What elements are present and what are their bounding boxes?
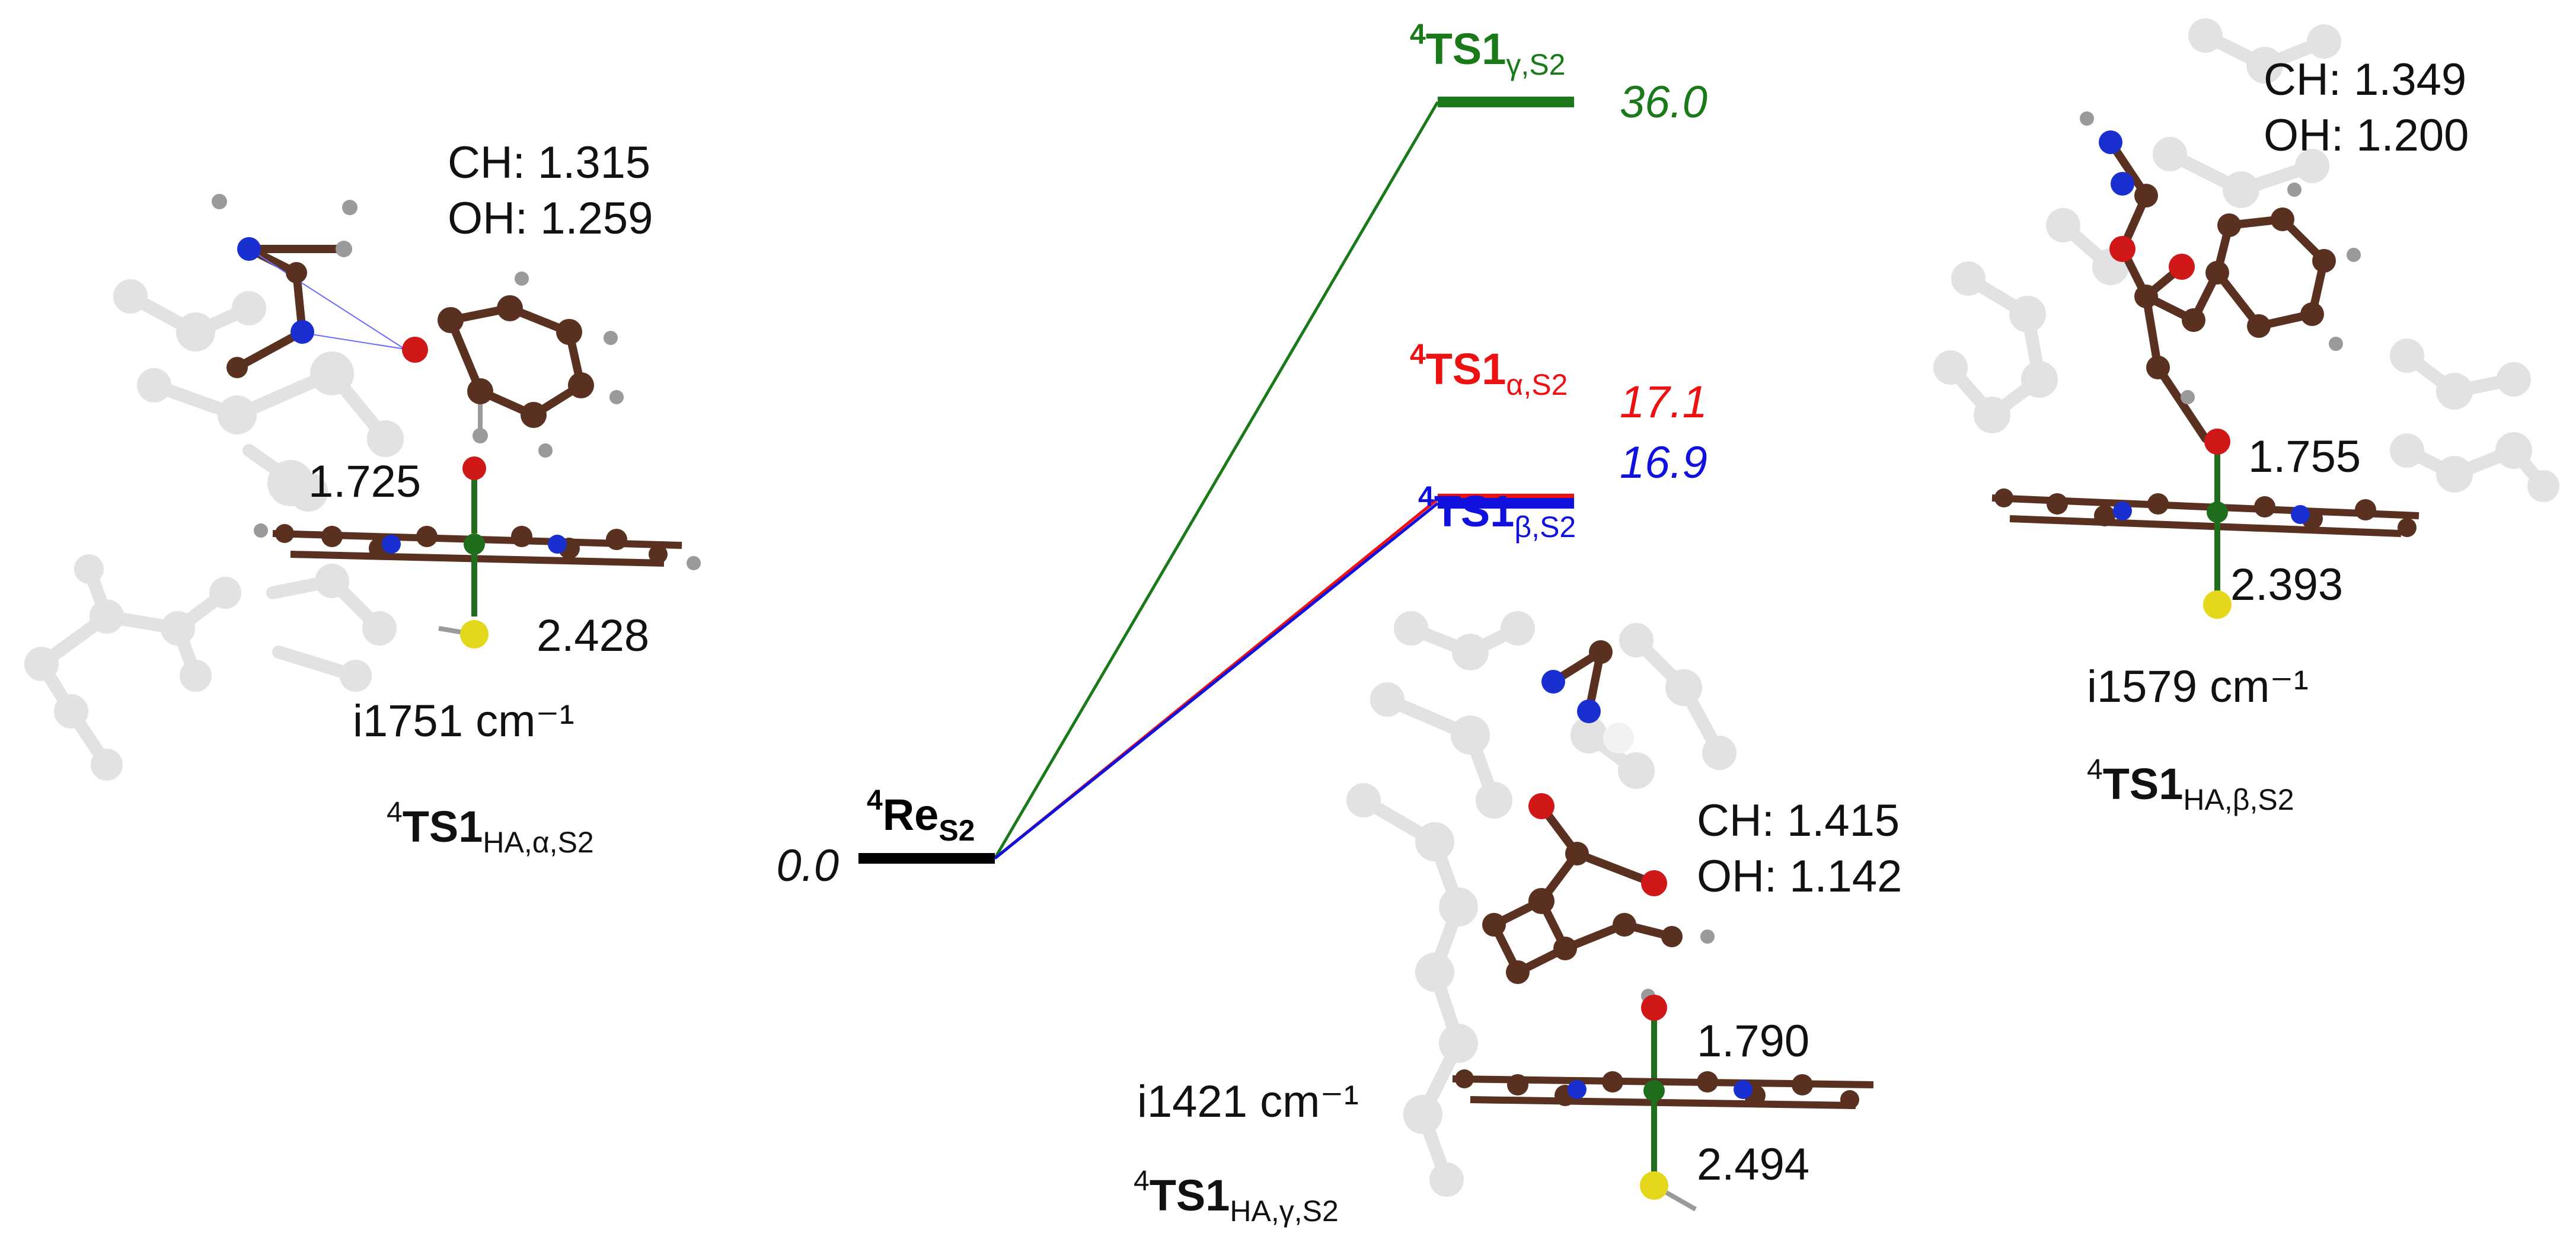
energy-diagram: 0.0 4ReS2 4TS1γ,S2 36.0 4TS1α,S2 17.1 16… (776, 19, 1707, 891)
molecule-beta-render (1933, 18, 2559, 619)
level-label-ts-gamma: 4TS1γ,S2 (1410, 19, 1565, 81)
alpha-ch-distance: CH: 1.315 (448, 138, 650, 188)
connector-lines (993, 101, 1439, 860)
beta-structure-name: 4TS1HA,β,S2 (2087, 754, 2294, 816)
beta-frequency: i1579 cm⁻¹ (2087, 662, 2309, 712)
level-label-ts-alpha: 4TS1α,S2 (1410, 339, 1568, 401)
level-energy-reactant: 0.0 (776, 841, 839, 891)
alpha-fe-s-distance: 2.428 (537, 611, 649, 661)
level-label-reactant: 4ReS2 (867, 785, 975, 847)
level-label-ts-beta: 4TS1β,S2 (1418, 481, 1576, 544)
beta-oh-distance: OH: 1.200 (2264, 110, 2469, 161)
structure-gamma: CH: 1.415 OH: 1.142 1.790 2.494 i1421 cm… (1134, 611, 1902, 1228)
gamma-structure-name: 4TS1HA,γ,S2 (1134, 1165, 1339, 1228)
beta-ch-distance: CH: 1.349 (2264, 55, 2466, 105)
gamma-oh-distance: OH: 1.142 (1697, 851, 1902, 902)
gamma-fe-s-distance: 2.494 (1697, 1139, 1809, 1190)
molecule-gamma-render (1346, 611, 1874, 1212)
gamma-fe-o-distance: 1.790 (1697, 1016, 1809, 1066)
level-energy-ts-alpha: 17.1 (1620, 377, 1707, 427)
level-energy-ts-beta: 16.9 (1620, 437, 1707, 488)
alpha-oh-distance: OH: 1.259 (448, 193, 653, 244)
beta-fe-o-distance: 1.755 (2248, 432, 2361, 482)
alpha-fe-o-distance: 1.725 (308, 456, 421, 507)
alpha-frequency: i1751 cm⁻¹ (353, 696, 574, 746)
alpha-structure-name: 4TS1HA,α,S2 (387, 797, 594, 859)
connector-reactant-to-ts_gamma (993, 101, 1439, 860)
gamma-ch-distance: CH: 1.415 (1697, 796, 1900, 846)
beta-fe-s-distance: 2.393 (2230, 560, 2343, 610)
structure-beta: CH: 1.349 OH: 1.200 1.755 2.393 i1579 cm… (1933, 18, 2559, 816)
level-energy-ts-gamma: 36.0 (1620, 77, 1707, 127)
structure-alpha: CH: 1.315 OH: 1.259 1.725 2.428 i1751 cm… (24, 138, 701, 859)
connector-reactant-to-ts_beta (994, 502, 1439, 860)
level-bars (858, 97, 1574, 864)
molecule-alpha-render (24, 194, 701, 781)
gamma-frequency: i1421 cm⁻¹ (1137, 1076, 1359, 1127)
